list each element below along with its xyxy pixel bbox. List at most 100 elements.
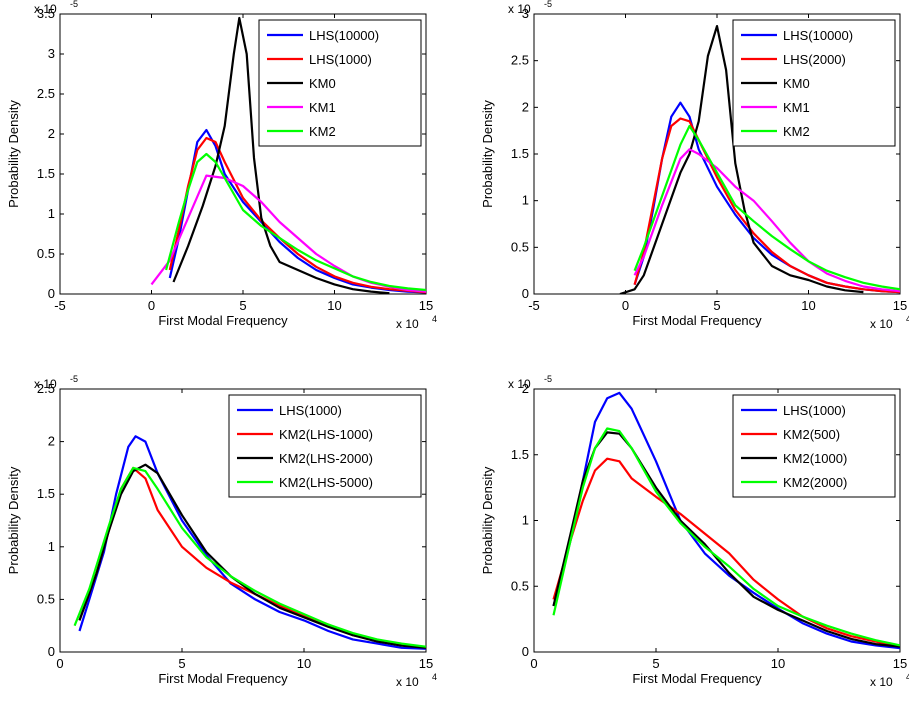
y-exponent-power: -5 [70,0,78,9]
x-exponent-power: 4 [906,314,909,324]
legend-entry: KM2(500) [783,427,840,442]
series-line-2 [552,457,900,648]
y-tick-label: 0.5 [37,246,55,261]
y-axis-label: Probability Density [6,466,21,574]
y-tick-label: 0 [522,644,529,659]
legend-entry: KM2(1000) [783,451,847,466]
x-tick-label: 15 [893,656,907,671]
y-tick-label: 1.5 [511,447,529,462]
y-tick-label: 3 [522,6,529,21]
series-line-2 [633,117,900,294]
y-exponent-power: -5 [544,374,552,384]
series-line-4 [73,466,426,648]
y-exponent-label: x 10 [508,377,531,391]
y-tick-label: 2 [48,126,55,141]
legend-entry: LHS(10000) [309,28,379,43]
legend-entry: KM0 [783,76,810,91]
y-tick-label: 1.5 [37,486,55,501]
legend-box [228,394,422,498]
y-exponent-label: x 10 [34,2,57,16]
y-tick-label: 0.5 [37,591,55,606]
y-tick-label: 1.5 [37,166,55,181]
legend-entry: KM2 [783,124,810,139]
y-tick-label: 3.5 [37,6,55,21]
x-tick-label: 5 [713,298,720,313]
legend-entry: LHS(10000) [783,28,853,43]
legend-entry: KM2(LHS-1000) [279,427,373,442]
legend-entry: KM1 [783,100,810,115]
x-exponent-label: x 10 [870,317,893,331]
legend-entry: LHS(2000) [783,52,846,67]
y-tick-label: 0 [48,644,55,659]
series-line-5 [633,124,900,291]
y-tick-label: 3 [48,46,55,61]
x-tick-label: 10 [771,656,785,671]
y-tick-label: 1 [522,513,529,528]
x-tick-label: 15 [893,298,907,313]
x-exponent-label: x 10 [870,675,893,689]
x-tick-label: 5 [239,298,246,313]
y-axis-label: Probability Density [6,100,21,208]
y-tick-label: 2.5 [37,86,55,101]
legend-entry: KM2(LHS-5000) [279,475,373,490]
series-line-3 [172,16,390,294]
x-tick-label: 5 [652,656,659,671]
x-tick-label: -5 [54,298,66,313]
x-tick-label: 0 [56,656,63,671]
x-axis-label: First Modal Frequency [632,313,762,328]
x-exponent-power: 4 [906,672,909,682]
y-exponent-power: -5 [70,374,78,384]
y-axis-label: Probability Density [480,466,495,574]
x-exponent-label: x 10 [396,317,419,331]
x-tick-label: -5 [528,298,540,313]
y-exponent-label: x 10 [508,2,531,16]
x-exponent-power: 4 [432,314,437,324]
y-exponent-power: -5 [544,0,552,9]
y-tick-label: 1 [522,193,529,208]
legend-box [732,394,896,498]
x-tick-label: 10 [801,298,815,313]
x-tick-label: 15 [419,298,433,313]
x-tick-label: 10 [327,298,341,313]
y-tick-label: 2.5 [511,53,529,68]
series-line-2 [168,136,426,294]
x-tick-label: 0 [622,298,629,313]
legend-entry: KM2 [309,124,336,139]
legend-entry: KM1 [309,100,336,115]
y-tick-label: 2 [48,434,55,449]
y-tick-label: 2.5 [37,381,55,396]
y-tick-label: 1 [48,206,55,221]
series-line-4 [552,427,900,647]
series-line-5 [165,152,426,292]
series-line-1 [552,391,900,650]
x-axis-label: First Modal Frequency [158,313,288,328]
x-axis-label: First Modal Frequency [632,671,762,686]
x-tick-label: 5 [178,656,185,671]
legend-entry: KM0 [309,76,336,91]
y-tick-label: 2 [522,99,529,114]
y-tick-label: 1 [48,539,55,554]
x-axis-label: First Modal Frequency [158,671,288,686]
x-tick-label: 0 [148,298,155,313]
series-line-3 [78,463,426,649]
x-tick-label: 15 [419,656,433,671]
y-tick-label: 0.5 [511,239,529,254]
legend-entry: LHS(1000) [279,403,342,418]
legend-entry: KM2(LHS-2000) [279,451,373,466]
x-tick-label: 10 [297,656,311,671]
legend-entry: KM2(2000) [783,475,847,490]
legend-entry: LHS(1000) [783,403,846,418]
x-tick-label: 0 [530,656,537,671]
series-line-3 [619,25,864,294]
y-tick-label: 0 [48,286,55,301]
series-line-4 [633,148,900,293]
y-tick-label: 1.5 [511,146,529,161]
y-tick-label: 0.5 [511,578,529,593]
legend-entry: LHS(1000) [309,52,372,67]
